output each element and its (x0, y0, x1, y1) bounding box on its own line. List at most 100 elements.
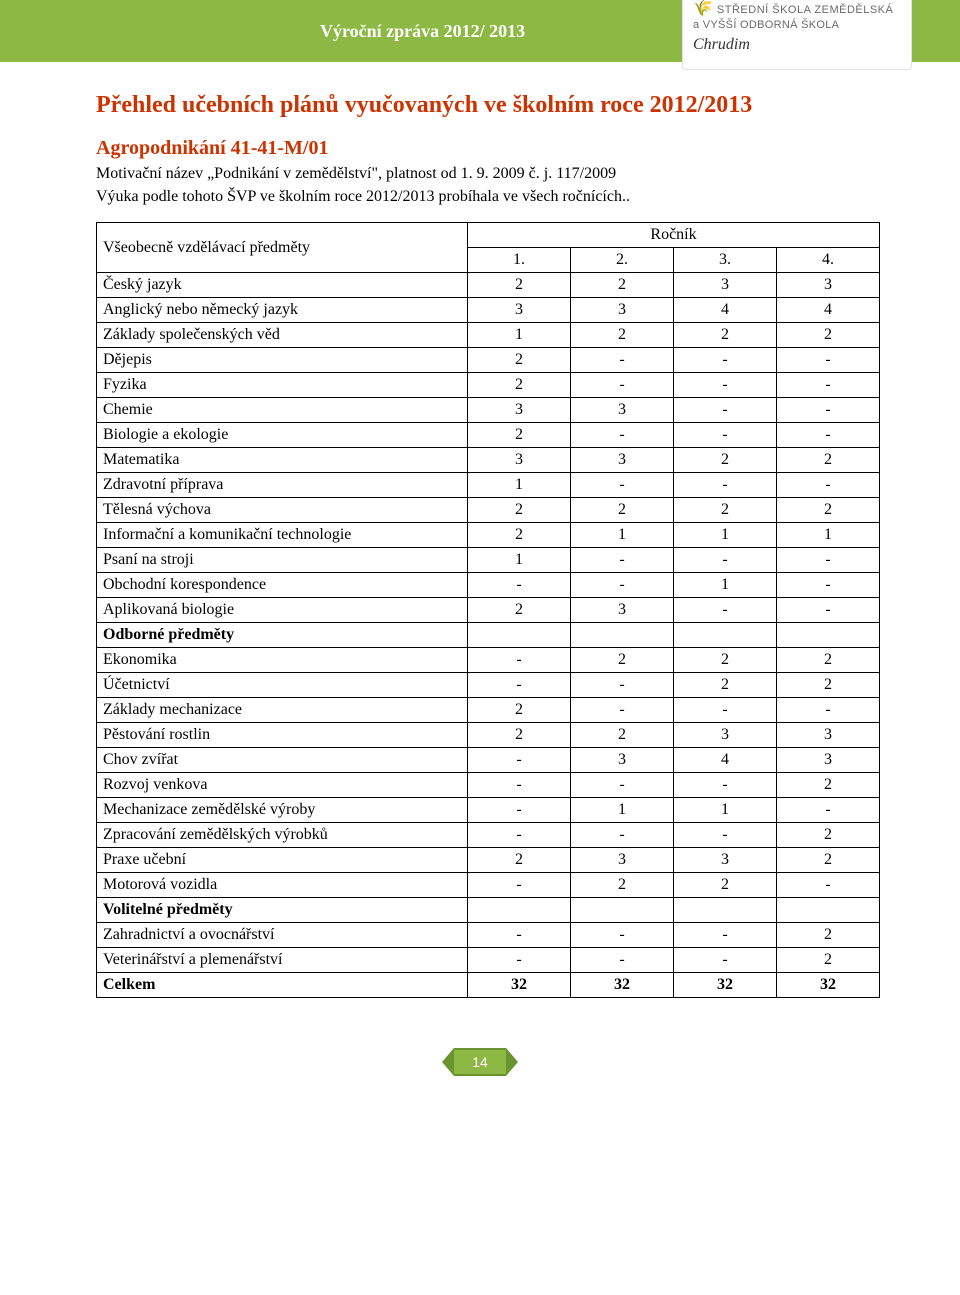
value-cell: 1 (674, 798, 777, 823)
header-band: Výroční zpráva 2012/ 2013 🌾STŘEDNÍ ŠKOLA… (0, 0, 960, 62)
subject-cell: Chemie (97, 398, 468, 423)
value-cell: - (777, 548, 880, 573)
table-row: Český jazyk2233 (97, 273, 880, 298)
value-cell: - (468, 748, 571, 773)
subject-cell: Anglický nebo německý jazyk (97, 298, 468, 323)
value-cell: - (468, 823, 571, 848)
value-cell: - (571, 773, 674, 798)
header-subject: Všeobecně vzdělávací předměty (97, 223, 468, 273)
intro-text: Motivační název „Podnikání v zemědělství… (96, 162, 880, 208)
value-cell: - (674, 398, 777, 423)
value-cell: - (468, 648, 571, 673)
value-cell: - (674, 923, 777, 948)
subject-cell: Základy společenských věd (97, 323, 468, 348)
value-cell: - (571, 923, 674, 948)
table-row: Základy společenských věd1222 (97, 323, 880, 348)
value-cell: 4 (674, 748, 777, 773)
subject-cell: Tělesná výchova (97, 498, 468, 523)
table-row: Zdravotní příprava1--- (97, 473, 880, 498)
value-cell: 2 (777, 448, 880, 473)
value-cell: 2 (468, 498, 571, 523)
value-cell: - (674, 948, 777, 973)
value-cell: 2 (468, 523, 571, 548)
value-cell (571, 623, 674, 648)
table-row: Informační a komunikační technologie2111 (97, 523, 880, 548)
table-row: Volitelné předměty (97, 898, 880, 923)
value-cell: 2 (777, 648, 880, 673)
table-row: Odborné předměty (97, 623, 880, 648)
subject-cell: Psaní na stroji (97, 548, 468, 573)
value-cell: 2 (777, 773, 880, 798)
table-row: Praxe učební2332 (97, 848, 880, 873)
subject-cell: Biologie a ekologie (97, 423, 468, 448)
table-row: Účetnictví--22 (97, 673, 880, 698)
table-row: Matematika3322 (97, 448, 880, 473)
value-cell: - (571, 673, 674, 698)
value-cell: 1 (674, 573, 777, 598)
value-cell: - (674, 423, 777, 448)
table-row: Chov zvířat-343 (97, 748, 880, 773)
value-cell: 2 (571, 723, 674, 748)
value-cell: 4 (674, 298, 777, 323)
subject-cell: Ekonomika (97, 648, 468, 673)
value-cell: 3 (777, 748, 880, 773)
subject-cell: Fyzika (97, 373, 468, 398)
value-cell: - (674, 373, 777, 398)
school-logo: 🌾STŘEDNÍ ŠKOLA ZEMĚDĚLSKÁ a VYŠŠÍ ODBORN… (682, 0, 912, 70)
subject-cell: Rozvoj venkova (97, 773, 468, 798)
value-cell: 2 (777, 323, 880, 348)
value-cell: 3 (571, 398, 674, 423)
subject-cell: Český jazyk (97, 273, 468, 298)
value-cell: 32 (571, 973, 674, 998)
header-year-4: 4. (777, 248, 880, 273)
value-cell (674, 623, 777, 648)
subject-cell: Matematika (97, 448, 468, 473)
subject-cell: Pěstování rostlin (97, 723, 468, 748)
value-cell: - (571, 373, 674, 398)
intro-line-1: Motivační název „Podnikání v zemědělství… (96, 165, 616, 182)
table-row: Dějepis2--- (97, 348, 880, 373)
value-cell: - (468, 773, 571, 798)
value-cell: 2 (674, 323, 777, 348)
subject-cell: Informační a komunikační technologie (97, 523, 468, 548)
value-cell: - (468, 923, 571, 948)
value-cell (468, 898, 571, 923)
subject-cell: Motorová vozidla (97, 873, 468, 898)
value-cell: 1 (674, 523, 777, 548)
value-cell: 2 (571, 648, 674, 673)
value-cell: - (468, 948, 571, 973)
value-cell: 1 (571, 798, 674, 823)
value-cell: - (777, 473, 880, 498)
curriculum-table: Všeobecně vzdělávací předměty Ročník 1. … (96, 222, 880, 998)
value-cell: 2 (674, 673, 777, 698)
table-row: Anglický nebo německý jazyk3344 (97, 298, 880, 323)
subject-cell: Aplikovaná biologie (97, 598, 468, 623)
value-cell: 2 (468, 348, 571, 373)
subject-cell: Obchodní korespondence (97, 573, 468, 598)
value-cell: - (468, 873, 571, 898)
value-cell: 3 (571, 748, 674, 773)
value-cell: - (777, 598, 880, 623)
value-cell: - (674, 598, 777, 623)
value-cell: - (571, 473, 674, 498)
value-cell: - (674, 548, 777, 573)
value-cell: 3 (571, 848, 674, 873)
subject-cell: Mechanizace zemědělské výroby (97, 798, 468, 823)
value-cell: - (674, 773, 777, 798)
value-cell: 3 (674, 723, 777, 748)
value-cell: 2 (468, 273, 571, 298)
value-cell: 3 (777, 723, 880, 748)
value-cell: 2 (777, 923, 880, 948)
value-cell: - (777, 373, 880, 398)
table-row: Aplikovaná biologie23-- (97, 598, 880, 623)
table-body: Český jazyk2233Anglický nebo německý jaz… (97, 273, 880, 998)
value-cell: 2 (777, 498, 880, 523)
page-footer: 14 (0, 1048, 960, 1096)
value-cell: 3 (468, 398, 571, 423)
value-cell: - (777, 423, 880, 448)
value-cell: 1 (468, 548, 571, 573)
header-year-group: Ročník (468, 223, 880, 248)
value-cell: - (777, 348, 880, 373)
value-cell: - (674, 823, 777, 848)
value-cell: 32 (468, 973, 571, 998)
